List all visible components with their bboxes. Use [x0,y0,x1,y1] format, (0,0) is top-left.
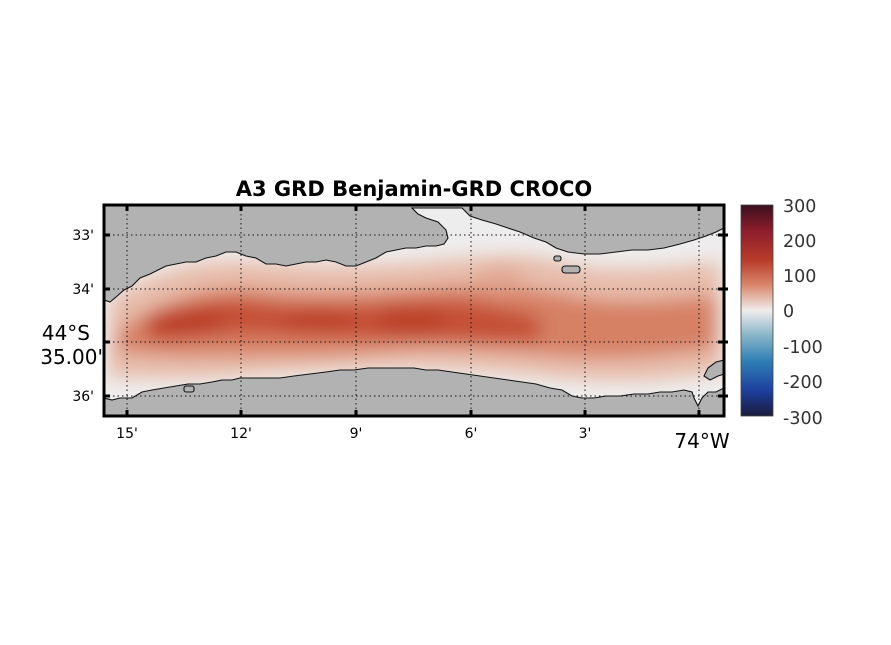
frame-ticks [104,205,728,416]
land-north [104,205,724,303]
grid-lines [104,205,724,416]
map-panel [104,205,724,416]
island-north-2 [553,255,562,262]
y-major-label-line1: 44°S [42,321,90,345]
map-frame [102,203,726,418]
y-major-label-line2: 35.00' [40,345,103,369]
anomaly-field [108,255,722,381]
x-tick-label: 6' [465,426,478,442]
x-tick-label: 15' [116,426,138,442]
y-tick-labels: 33' 34' 44°S 35.00' 36' [40,228,103,405]
x-tick-label: 9' [350,426,363,442]
x-major-label: 74°W [674,429,729,453]
colorbar-tick-label: 300 [783,197,816,217]
colorbar-tick-label: 100 [783,267,816,287]
chart-title: A3 GRD Benjamin-GRD CROCO [236,177,593,201]
x-tick-label: 3' [579,426,592,442]
y-tick-label: 34' [72,282,94,298]
field-hotspot-4 [475,266,525,294]
colorbar-tick-label: -200 [783,373,823,393]
colorbar-tick-label: -300 [783,409,823,429]
x-tick-labels: 15' 12' 9' 6' 3' 74°W [116,426,730,453]
field-hotspot-3 [375,308,445,336]
island-south [183,385,195,393]
field-hotspot-2 [282,306,358,330]
colorbar-tick-label: -100 [783,338,823,358]
colorbar-tick-label: 0 [783,302,794,322]
y-tick-label: 33' [72,228,94,244]
colorbar-tick-label: 200 [783,232,816,252]
land-masses [104,205,724,416]
field-hotspot-1 [145,309,225,337]
x-tick-label: 12' [230,426,252,442]
y-tick-label: 36' [72,389,94,405]
island-north-1 [561,265,581,274]
land-south [104,367,724,416]
colorbar: 300 200 100 0 -100 -200 -300 [740,197,823,429]
colorbar-gradient [740,204,774,417]
